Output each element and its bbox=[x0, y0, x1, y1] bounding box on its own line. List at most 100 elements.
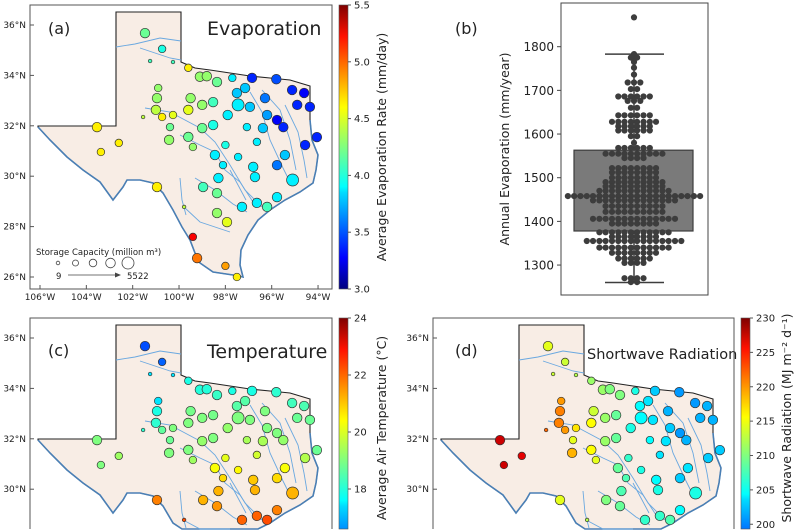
reservoir-point bbox=[642, 395, 654, 407]
size-legend-min: 9 bbox=[56, 272, 61, 282]
swarm-point bbox=[627, 215, 635, 222]
swarm-point bbox=[646, 193, 653, 200]
reservoir-point bbox=[231, 98, 245, 112]
swarm-point bbox=[602, 244, 609, 251]
swarm-point bbox=[608, 183, 616, 190]
reservoir-point bbox=[271, 191, 283, 203]
reservoir-point bbox=[299, 139, 311, 151]
swarm-point bbox=[652, 249, 660, 256]
swarm-point bbox=[627, 118, 635, 125]
swarm-point bbox=[583, 237, 590, 245]
swarm-point bbox=[652, 193, 660, 200]
reservoir-point bbox=[239, 82, 251, 94]
reservoir-point bbox=[311, 131, 323, 143]
reservoir-point bbox=[614, 389, 626, 401]
reservoir-point bbox=[279, 462, 291, 474]
colorbar-tick-label: 225 bbox=[756, 348, 775, 359]
reservoir-point bbox=[251, 510, 263, 522]
swarm-point bbox=[646, 220, 653, 227]
swarm-point bbox=[640, 174, 647, 181]
swarm-point bbox=[646, 249, 653, 256]
reservoir-point bbox=[543, 427, 549, 433]
reservoir-point bbox=[634, 411, 648, 425]
swarm-point bbox=[627, 259, 635, 266]
swarm-point bbox=[659, 237, 666, 245]
reservoir-point bbox=[181, 204, 187, 210]
reservoir-point bbox=[211, 207, 223, 219]
swarm-point bbox=[634, 197, 641, 204]
swarm-point bbox=[646, 165, 653, 172]
reservoir-point bbox=[246, 72, 258, 84]
swarm-point bbox=[634, 220, 641, 227]
reservoir-point bbox=[286, 173, 299, 187]
reservoir-point bbox=[244, 101, 256, 113]
size-legend-max: 5522 bbox=[127, 272, 149, 282]
swarm-point bbox=[646, 112, 653, 119]
river bbox=[229, 482, 247, 514]
reservoir-point bbox=[140, 114, 146, 120]
swarm-point bbox=[608, 229, 616, 236]
reservoir-point bbox=[231, 411, 245, 425]
swarm-point bbox=[621, 255, 628, 262]
swarm-point bbox=[637, 79, 644, 86]
reservoir-point bbox=[181, 517, 187, 523]
reservoir-point bbox=[662, 405, 674, 417]
texas-outline bbox=[37, 11, 319, 278]
swarm-point bbox=[640, 244, 647, 251]
swarm-point bbox=[640, 259, 647, 266]
panel-c-label: (c) bbox=[48, 341, 69, 360]
swarm-point bbox=[640, 197, 647, 204]
swarm-point bbox=[634, 187, 641, 194]
reservoir-point bbox=[151, 181, 163, 193]
swarm-point bbox=[640, 203, 647, 210]
swarm-point bbox=[652, 118, 660, 125]
swarm-point bbox=[621, 193, 628, 200]
swarm-point bbox=[630, 58, 638, 66]
swarm-point bbox=[640, 255, 647, 262]
swarm-point bbox=[652, 165, 660, 172]
swarm-point bbox=[659, 203, 666, 210]
swarm-point bbox=[634, 86, 641, 93]
swarm-point bbox=[615, 193, 622, 200]
swarm-point bbox=[630, 64, 638, 71]
swarm-point bbox=[646, 123, 653, 130]
swarm-point bbox=[602, 150, 609, 157]
texas-map bbox=[37, 11, 323, 282]
lon-tick-label: 98°W bbox=[213, 293, 238, 303]
swarm-point bbox=[634, 133, 641, 140]
swarm-point bbox=[646, 187, 653, 194]
reservoir-point bbox=[207, 96, 219, 108]
y-tick-label: 1600 bbox=[523, 128, 554, 142]
reservoir-point bbox=[154, 83, 163, 93]
reservoir-point bbox=[114, 451, 123, 461]
swarm-point bbox=[615, 203, 622, 210]
swarm-point bbox=[602, 193, 609, 200]
reservoir-point bbox=[614, 500, 626, 512]
swarm-point bbox=[608, 208, 616, 215]
swarm-point bbox=[659, 208, 666, 215]
panel-a-title: Evaporation bbox=[207, 18, 321, 40]
swarm-point bbox=[640, 93, 647, 100]
swarm-point bbox=[621, 259, 628, 266]
swarm-point bbox=[615, 220, 622, 227]
swarm-point bbox=[602, 208, 609, 215]
reservoir-point bbox=[249, 171, 261, 183]
swarm-point bbox=[634, 237, 641, 245]
reservoir-point bbox=[695, 412, 706, 424]
swarm-point bbox=[602, 197, 609, 204]
swarm-point bbox=[602, 237, 609, 245]
swarm-point bbox=[621, 165, 628, 172]
swarm-point bbox=[646, 197, 653, 204]
reservoir-point bbox=[286, 397, 298, 409]
swarm-point bbox=[602, 187, 609, 194]
swarm-point bbox=[621, 169, 628, 176]
swarm-point bbox=[634, 215, 641, 222]
swarm-point bbox=[640, 193, 647, 200]
swarm-point bbox=[634, 249, 641, 256]
reservoir-point bbox=[207, 119, 219, 131]
swarm-point bbox=[646, 237, 653, 245]
reservoir-point bbox=[233, 152, 243, 162]
swarm-point bbox=[608, 174, 616, 181]
swarm-point bbox=[646, 174, 653, 181]
colorbar-tick-label: 3.0 bbox=[354, 285, 370, 296]
